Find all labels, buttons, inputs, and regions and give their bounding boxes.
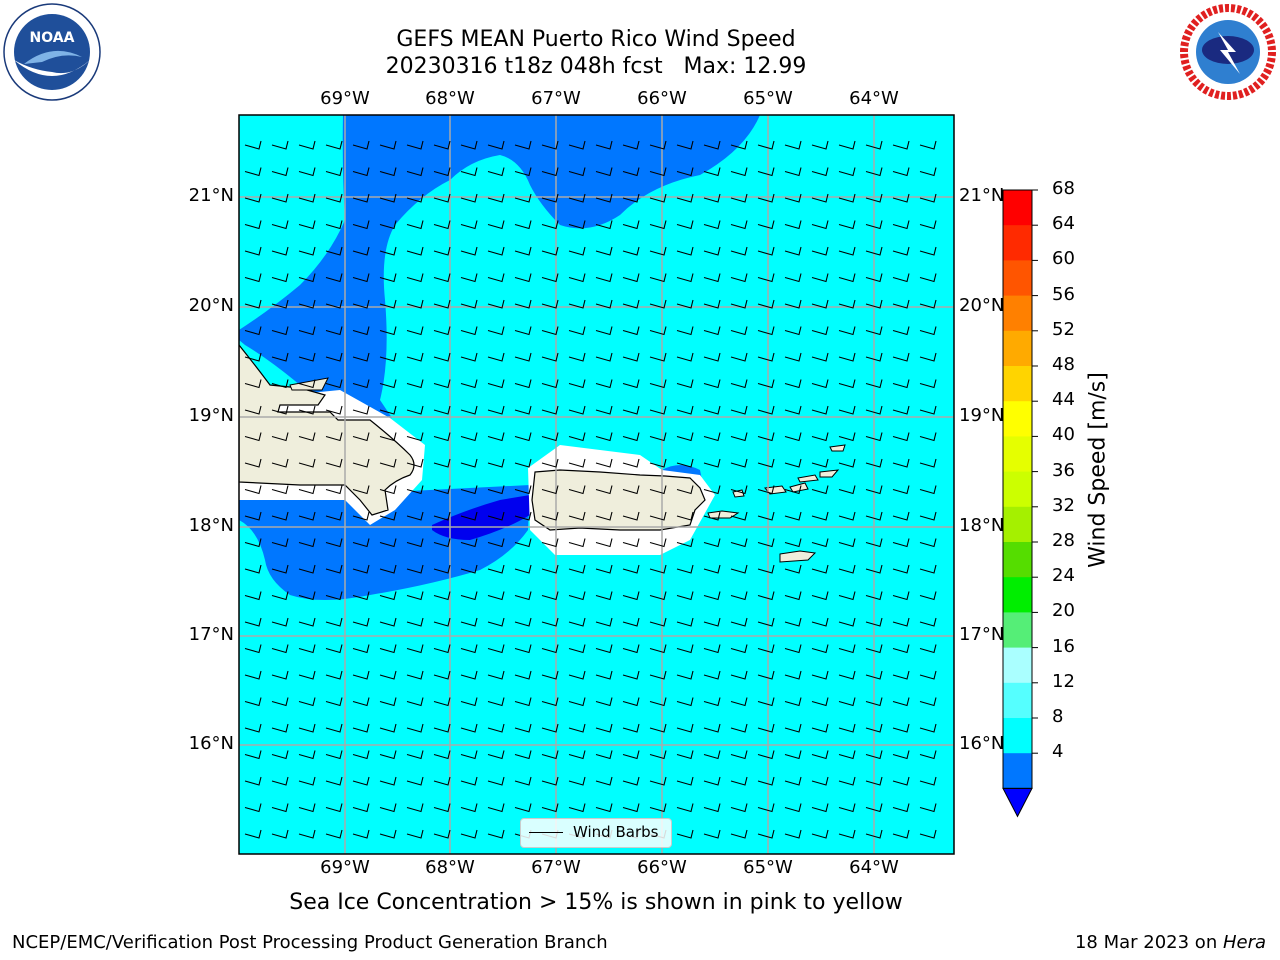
anguilla-island — [829, 444, 846, 452]
colorbar-segment — [1003, 366, 1032, 402]
lon-label-top: 68°W — [425, 88, 475, 109]
colorbar-segment — [1003, 612, 1032, 649]
noaa-logo: NOAA — [3, 3, 101, 101]
nws-logo — [1180, 4, 1276, 100]
lon-label-top: 65°W — [743, 88, 793, 109]
lat-label-right: 18°N — [959, 515, 1005, 536]
colorbar-tick-label: 68 — [1052, 178, 1075, 199]
colorbar-tick-label: 28 — [1052, 530, 1075, 551]
colorbar-segment — [1003, 542, 1032, 578]
lon-label-bottom: 67°W — [531, 857, 581, 878]
lat-label-left: 17°N — [188, 624, 234, 645]
colorbar-tick-label: 16 — [1052, 635, 1075, 657]
footer-machine: Hera — [1222, 932, 1266, 953]
colorbar-segment — [1003, 190, 1032, 226]
colorbar-segment — [1003, 753, 1032, 789]
colorbar-tick-label: 40 — [1052, 424, 1075, 446]
colorbar-tick-label: 56 — [1052, 283, 1075, 305]
map-frame — [238, 114, 955, 855]
colorbar-under-arrow — [1002, 787, 1033, 818]
wind-barbs — [244, 140, 937, 839]
colorbar-tick-label: 44 — [1052, 389, 1075, 411]
colorbar-segment — [1003, 436, 1032, 473]
colorbar-segment — [1003, 647, 1032, 684]
hispaniola-land — [239, 344, 415, 516]
puerto-rico-land — [531, 469, 706, 531]
colorbar-segment — [1003, 225, 1032, 261]
lat-label-right: 17°N — [959, 624, 1005, 645]
map-subtitle: 20230316 t18z 048h fcst Max: 12.99 — [385, 54, 807, 79]
colorbar-tick-label: 36 — [1052, 459, 1075, 481]
lon-label-top: 69°W — [320, 88, 370, 109]
footer-date: 18 Mar 2023 on Hera — [1075, 932, 1266, 953]
lon-label-bottom: 65°W — [743, 857, 793, 878]
colorbar-tick-label: 60 — [1052, 248, 1075, 270]
map-legend: Wind Barbs — [520, 818, 672, 848]
lon-label-bottom: 64°W — [849, 857, 899, 878]
svg-text:NOAA: NOAA — [30, 30, 75, 46]
lon-label-top: 66°W — [637, 88, 687, 109]
lon-label-top: 64°W — [849, 88, 899, 109]
colorbar-tick-label: 64 — [1052, 213, 1075, 235]
virgin-islands — [764, 469, 840, 495]
colorbar-tick-label: 20 — [1052, 600, 1075, 622]
lat-label-left: 21°N — [188, 185, 234, 206]
colorbar-segment — [1003, 682, 1032, 719]
colorbar-tick-label: 32 — [1052, 494, 1075, 516]
lat-label-left: 19°N — [188, 405, 234, 426]
colorbar-segment — [1003, 330, 1032, 367]
lat-label-left: 16°N — [188, 733, 234, 754]
colorbar-tick-label: 8 — [1052, 706, 1064, 727]
sea-ice-note: Sea Ice Concentration > 15% is shown in … — [289, 890, 903, 915]
culebra-island — [732, 489, 745, 498]
colorbar-segment — [1003, 295, 1032, 332]
lat-label-left: 18°N — [188, 515, 234, 536]
legend-line — [529, 832, 563, 833]
colorbar — [1002, 189, 1038, 818]
footer-branch: NCEP/EMC/Verification Post Processing Pr… — [12, 932, 608, 953]
colorbar-title: Wind Speed [m/s] — [1085, 372, 1111, 568]
colorbar-tick-label: 48 — [1052, 354, 1075, 375]
map-title: GEFS MEAN Puerto Rico Wind Speed — [396, 27, 796, 52]
lat-label-left: 20°N — [188, 295, 234, 316]
colorbar-segment — [1003, 471, 1032, 508]
lat-label-right: 19°N — [959, 405, 1005, 426]
lat-label-right: 16°N — [959, 733, 1005, 754]
lat-label-right: 20°N — [959, 295, 1005, 316]
wind-region-medium-south — [239, 485, 530, 600]
colorbar-segment — [1003, 577, 1032, 613]
colorbar-tick-label: 4 — [1052, 741, 1064, 763]
wind-region-medium-north — [239, 115, 760, 420]
colorbar-tick-label: 12 — [1052, 670, 1075, 692]
colorbar-segment — [1003, 401, 1032, 437]
lat-label-right: 21°N — [959, 185, 1005, 206]
colorbar-tick-label: 24 — [1052, 565, 1075, 587]
legend-label: Wind Barbs — [573, 823, 659, 841]
colorbar-segment — [1003, 718, 1032, 754]
lon-label-top: 67°W — [531, 88, 581, 109]
colorbar-tick-label: 52 — [1052, 318, 1075, 340]
st-croix-island — [779, 550, 817, 563]
footer-date-text: 18 Mar 2023 on — [1074, 932, 1223, 953]
lon-label-bottom: 66°W — [637, 857, 687, 878]
colorbar-segment — [1003, 260, 1032, 297]
colorbar-segment — [1003, 506, 1032, 543]
lon-label-bottom: 69°W — [320, 857, 370, 878]
lon-label-bottom: 68°W — [425, 857, 475, 878]
wind-region-dark — [432, 495, 530, 540]
